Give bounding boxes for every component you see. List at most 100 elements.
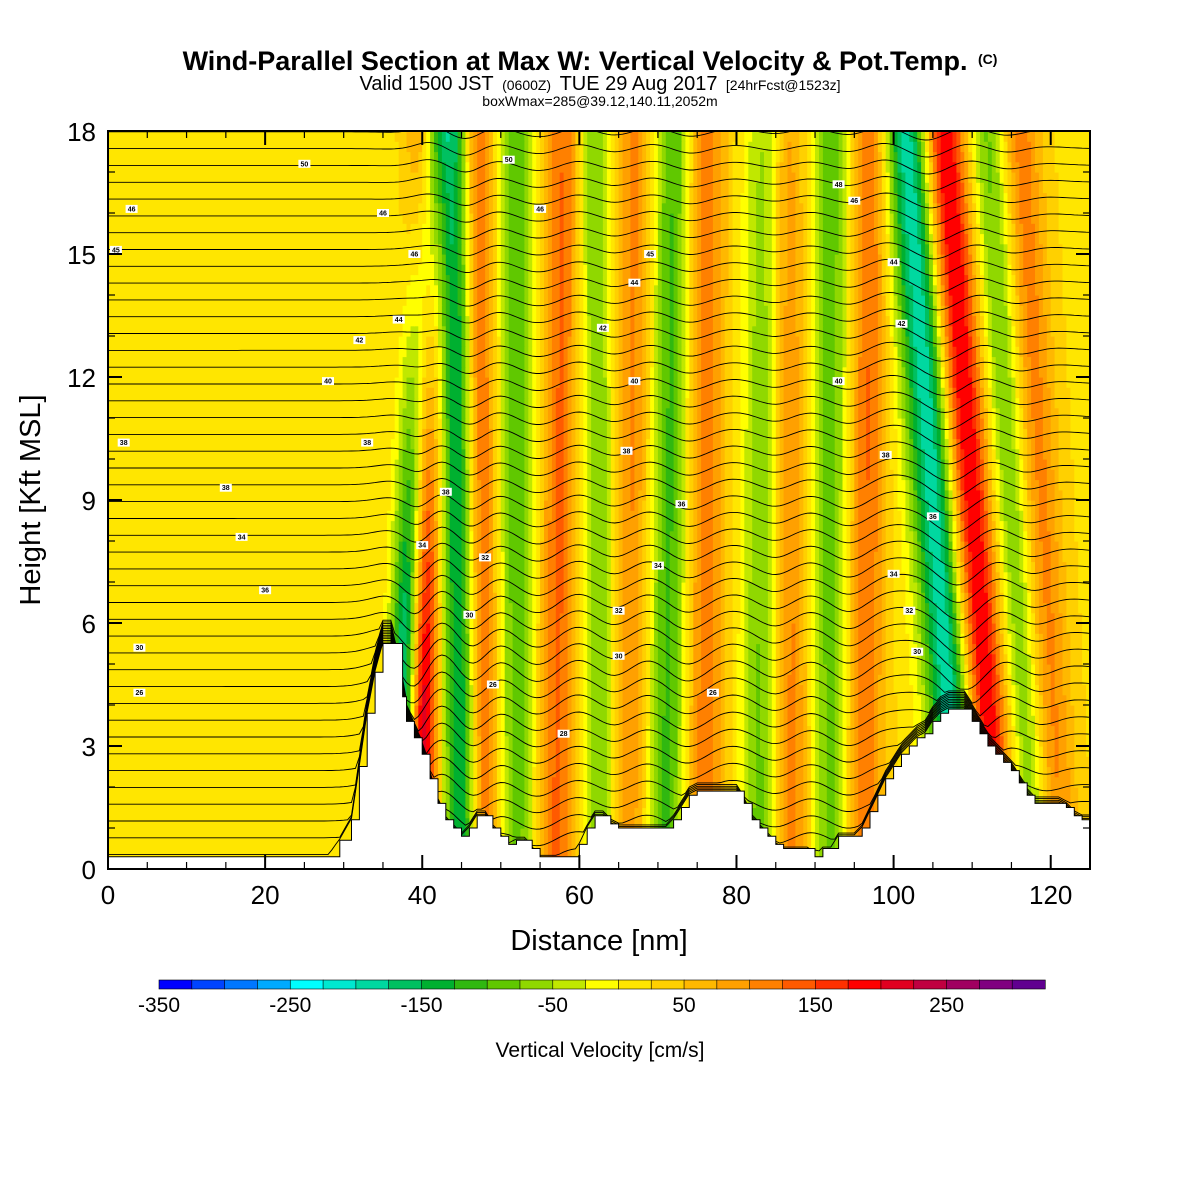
shading-cell <box>143 746 148 757</box>
shading-cell <box>143 674 148 686</box>
shading-cell <box>767 817 773 829</box>
shading-cell <box>669 725 675 737</box>
shading-cell <box>347 664 353 675</box>
shading-cell <box>186 828 192 839</box>
shading-cell <box>1082 715 1087 727</box>
shading-cell <box>174 715 180 727</box>
shading-cell <box>359 705 364 716</box>
shading-cell <box>811 756 816 768</box>
shading-cell <box>689 746 694 757</box>
shading-cell <box>292 766 298 778</box>
shading-cell <box>720 694 726 706</box>
shading-cell <box>913 694 918 706</box>
shading-cell <box>280 756 286 768</box>
shading-cell <box>807 817 812 829</box>
shading-cell <box>131 725 137 737</box>
shading-cell <box>1019 664 1024 675</box>
shading-cell <box>614 705 620 716</box>
shading-cell <box>123 787 129 798</box>
shading-cell <box>791 705 796 716</box>
shading-cell <box>312 746 317 757</box>
shading-cell <box>131 746 137 757</box>
shading-cell <box>253 776 258 788</box>
shading-cell <box>940 664 946 675</box>
shading-cell <box>547 797 553 809</box>
shading-cell <box>276 694 282 706</box>
shading-cell <box>795 674 800 686</box>
shading-cell <box>194 787 199 798</box>
shading-cell <box>532 756 537 768</box>
shading-cell <box>108 694 113 706</box>
shading-cell <box>1062 705 1067 716</box>
shading-cell <box>665 674 671 686</box>
shading-cell <box>732 766 738 778</box>
shading-cell <box>1038 674 1044 686</box>
shading-cell <box>198 705 203 716</box>
shading-cell <box>379 664 384 675</box>
shading-cell <box>355 674 360 686</box>
shading-cell <box>496 664 502 675</box>
shading-cell <box>508 756 514 768</box>
shading-cell <box>673 715 679 727</box>
shading-cell <box>343 694 349 706</box>
shading-cell <box>477 715 482 727</box>
shading-cell <box>496 705 502 716</box>
shading-cell <box>461 776 466 788</box>
shading-cell <box>567 715 573 727</box>
shading-cell <box>1086 715 1090 727</box>
shading-cell <box>139 817 144 829</box>
shading-cell <box>249 817 254 829</box>
shading-cell <box>681 705 686 716</box>
shading-cell <box>469 797 474 809</box>
shading-cell <box>324 735 329 747</box>
shading-cell <box>1027 664 1032 675</box>
shading-cell <box>276 674 282 686</box>
shading-cell <box>312 787 317 798</box>
shading-cell <box>669 807 675 819</box>
shading-cell <box>756 776 761 788</box>
shading-cell <box>1035 725 1040 737</box>
shading-cell <box>1062 756 1067 768</box>
shading-cell <box>917 674 922 686</box>
shading-cell <box>123 838 129 850</box>
shading-cell <box>127 725 133 737</box>
shading-cell <box>646 746 651 757</box>
shading-cell <box>995 664 1001 675</box>
shading-cell <box>854 756 859 768</box>
shading-cell <box>803 838 808 850</box>
shading-cell <box>846 664 851 675</box>
shading-cell <box>335 674 341 686</box>
shading-cell <box>194 684 199 696</box>
shading-cell <box>111 766 117 778</box>
shading-cell <box>602 766 608 778</box>
shading-cell <box>874 756 879 768</box>
shading-cell <box>233 674 239 686</box>
shading-cell <box>1015 684 1020 696</box>
shading-cell <box>791 787 796 798</box>
shading-cell <box>547 715 553 727</box>
shading-cell <box>771 807 777 819</box>
shading-cell <box>540 838 545 850</box>
shading-cell <box>284 776 290 788</box>
shading-cell <box>182 787 188 798</box>
shading-cell <box>646 756 651 768</box>
shading-cell <box>1058 735 1064 747</box>
shading-cell <box>119 725 125 737</box>
shading-cell <box>532 817 537 829</box>
shading-cell <box>504 756 510 768</box>
shading-cell <box>736 705 741 716</box>
shading-cell <box>284 735 290 747</box>
shading-cell <box>151 828 156 839</box>
shading-cell <box>1015 664 1020 675</box>
shading-cell <box>461 694 466 706</box>
shading-cell <box>155 735 160 747</box>
shading-cell <box>414 684 419 696</box>
shading-cell <box>1082 705 1087 716</box>
shading-cell <box>948 674 954 686</box>
shading-cell <box>642 756 647 768</box>
shading-cell <box>701 746 706 757</box>
shading-cell <box>830 735 836 747</box>
shading-cell <box>807 756 812 768</box>
shading-cell <box>1062 715 1067 727</box>
shading-cell <box>618 705 624 716</box>
